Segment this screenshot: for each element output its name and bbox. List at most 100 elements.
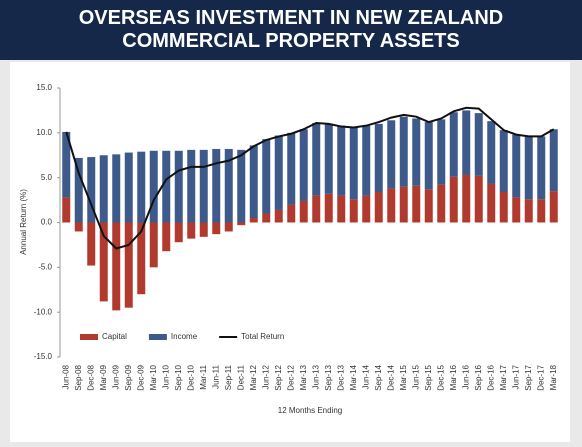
bar — [187, 149, 196, 223]
line — [65, 106, 555, 250]
bar — [362, 195, 371, 223]
bar — [412, 118, 421, 186]
bar — [262, 213, 271, 223]
bar — [224, 222, 233, 232]
bar — [199, 222, 208, 237]
bar — [62, 197, 71, 223]
bar — [149, 150, 158, 223]
bar — [249, 218, 258, 223]
x-tick-label: Jun-15 — [411, 364, 420, 389]
bar — [149, 222, 158, 268]
bar — [124, 152, 133, 223]
chart-title: OVERSEAS INVESTMENT IN NEW ZEALAND COMME… — [78, 7, 504, 52]
bar — [299, 129, 308, 201]
x-tick-label: Sep-13 — [324, 364, 333, 390]
bar — [549, 129, 558, 192]
x-tick-label: Jun-11 — [211, 364, 220, 388]
bar — [187, 222, 196, 239]
bar — [287, 132, 296, 205]
x-axis-label: 12 Months Ending — [278, 406, 343, 415]
bar — [474, 175, 483, 223]
legend-swatch — [148, 334, 167, 340]
bar — [324, 123, 333, 194]
x-tick-label: Sep-10 — [174, 364, 183, 390]
y-tick-label: 15.0 — [36, 83, 52, 92]
bar — [137, 222, 146, 295]
bar — [137, 151, 146, 223]
x-tick-label: Jun-16 — [461, 364, 470, 389]
bar — [437, 119, 446, 185]
bar — [399, 116, 408, 187]
x-tick-label: Sep-08 — [74, 364, 83, 390]
bar — [199, 149, 208, 223]
bar — [87, 222, 96, 266]
x-tick-label: Sep-14 — [374, 364, 383, 390]
bar — [487, 183, 496, 223]
x-tick-label: Mar-12 — [249, 364, 258, 390]
x-tick-label: Dec-10 — [186, 364, 195, 390]
x-tick-label: Sep-16 — [474, 364, 483, 390]
bar — [249, 145, 258, 219]
x-tick-label: Mar-16 — [449, 364, 458, 390]
x-tick-label: Dec-08 — [86, 364, 95, 390]
x-tick-label: Dec-15 — [436, 364, 445, 390]
bar — [274, 135, 283, 210]
bar — [74, 157, 83, 223]
y-tick-label: 0.0 — [41, 218, 53, 227]
bar — [324, 193, 333, 223]
bar — [112, 154, 121, 223]
x-tick-label: Sep-09 — [124, 364, 133, 390]
x-tick-label: Jun-09 — [111, 364, 120, 389]
bar — [549, 191, 558, 223]
bar — [62, 131, 71, 198]
bar — [374, 192, 383, 223]
bar — [512, 197, 521, 223]
x-tick-label: Jun-13 — [311, 364, 320, 389]
bar — [212, 148, 221, 223]
y-tick-label: 5.0 — [41, 173, 53, 182]
bar — [374, 123, 383, 193]
y-tick-label: -5.0 — [38, 262, 52, 271]
legend-label: Capital — [102, 332, 127, 341]
x-tick-label: Mar-11 — [199, 364, 208, 389]
bar — [524, 199, 533, 223]
bar — [499, 130, 508, 193]
x-tick-label: Dec-12 — [286, 364, 295, 390]
x-tick-label: Jun-14 — [361, 364, 370, 389]
bar — [487, 121, 496, 184]
y-tick-label: -15.0 — [34, 352, 53, 361]
bar — [287, 204, 296, 223]
bar — [237, 149, 246, 223]
x-tick-label: Mar-14 — [349, 364, 358, 390]
bar — [449, 112, 458, 177]
bar — [512, 134, 521, 198]
bar — [362, 125, 371, 196]
bar — [99, 222, 108, 302]
bar — [174, 150, 183, 223]
bar — [162, 222, 171, 252]
y-tick-label: 10.0 — [36, 128, 52, 137]
bar — [537, 199, 546, 223]
x-tick-label: Jun-08 — [61, 364, 70, 389]
bar — [162, 150, 171, 223]
bar — [299, 200, 308, 223]
header: OVERSEAS INVESTMENT IN NEW ZEALAND COMME… — [0, 0, 582, 60]
bar — [224, 148, 233, 223]
x-tick-label: Jun-12 — [261, 364, 270, 389]
bar — [174, 222, 183, 243]
legend-label: Income — [171, 332, 198, 341]
x-tick-label: Sep-17 — [524, 364, 533, 390]
bar — [112, 222, 121, 311]
x-tick-label: Mar-13 — [299, 364, 308, 390]
bar — [449, 176, 458, 223]
bar — [537, 136, 546, 200]
bar — [337, 195, 346, 223]
x-tick-label: Dec-14 — [386, 364, 395, 390]
y-tick-label: -10.0 — [34, 307, 53, 316]
x-tick-label: Dec-13 — [336, 364, 345, 390]
bar — [87, 157, 96, 223]
x-tick-label: Jun-17 — [511, 364, 520, 389]
bar — [387, 188, 396, 223]
